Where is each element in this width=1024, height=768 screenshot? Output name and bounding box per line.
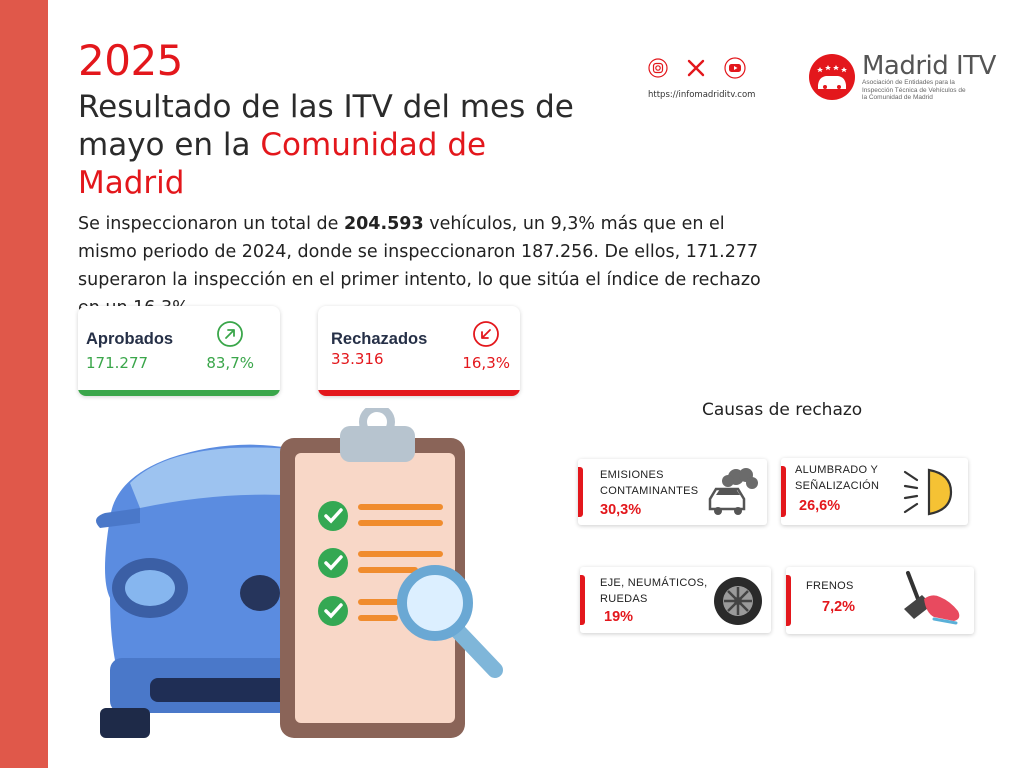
headlight-icon xyxy=(903,466,953,523)
cause-card-lighting: ALUMBRADO Y SEÑALIZACIÓN 26,6% xyxy=(781,458,968,525)
site-url-link[interactable]: https://infomadriditv.com xyxy=(648,90,756,100)
tire-icon xyxy=(712,575,764,632)
rejected-card: Rechazados 33.316 16,3% xyxy=(318,306,520,396)
page-headline: Resultado de las ITV del mes de mayo en … xyxy=(78,88,578,202)
approved-title: Aprobados xyxy=(86,330,174,348)
logo-text: Madrid ITV Asociación de Entidades para … xyxy=(862,53,996,102)
headline-highlight: Comunidad de Madrid xyxy=(78,127,487,201)
year-title: 2025 xyxy=(78,36,183,85)
clipboard-clip xyxy=(340,426,415,462)
intro-text-1: Se inspeccionaron un total de xyxy=(78,214,344,234)
arrow-up-right-icon xyxy=(216,320,244,353)
cause-label-line1: ALUMBRADO Y xyxy=(795,464,879,476)
headline-text: Resultado de las ITV del mes de mayo en … xyxy=(78,89,574,163)
youtube-icon[interactable] xyxy=(724,57,746,79)
cause-label: EJE, NEUMÁTICOS, RUEDAS xyxy=(600,575,707,607)
rejected-count: 33.316 xyxy=(331,350,384,368)
cause-label-line2: CONTAMINANTES xyxy=(600,485,699,497)
rejected-percent: 16,3% xyxy=(462,354,510,372)
cause-accent xyxy=(578,467,583,517)
car-body xyxy=(105,444,330,708)
side-accent-bar xyxy=(0,0,48,768)
car-smoke-icon xyxy=(706,465,762,524)
causes-title: Causas de rechazo xyxy=(702,400,863,420)
cause-label-line2: RUEDAS xyxy=(600,593,648,605)
cause-label: FRENOS xyxy=(806,578,854,594)
total-vehicles: 204.593 xyxy=(343,214,424,234)
cause-card-tires: EJE, NEUMÁTICOS, RUEDAS 19% xyxy=(580,567,771,633)
cause-label-line1: EJE, NEUMÁTICOS, xyxy=(600,577,708,589)
instagram-icon[interactable] xyxy=(648,58,668,78)
cause-card-emissions: EMISIONES CONTAMINANTES 30,3% xyxy=(578,459,767,525)
approved-percent: 83,7% xyxy=(206,354,254,372)
check-item-1 xyxy=(318,501,443,531)
cause-label-line1: FRENOS xyxy=(806,580,854,592)
cause-percent: 19% xyxy=(604,609,634,625)
cause-card-brakes: FRENOS 7,2% xyxy=(786,567,974,634)
cause-percent: 7,2% xyxy=(822,599,856,615)
arrow-down-left-icon xyxy=(472,320,500,353)
cause-label-line1: EMISIONES xyxy=(600,469,664,481)
logo-subtitle: Asociación de Entidades para la Inspecci… xyxy=(862,79,966,101)
cause-label-line2: SEÑALIZACIÓN xyxy=(795,480,880,492)
x-icon[interactable] xyxy=(686,58,706,78)
magnifier-icon xyxy=(397,565,503,678)
cause-accent xyxy=(786,575,791,626)
brake-pedal-icon xyxy=(900,569,962,634)
approved-count: 171.277 xyxy=(86,354,149,372)
check-item-3 xyxy=(318,596,408,626)
approved-card: Aprobados 171.277 83,7% xyxy=(78,306,280,396)
madrid-itv-logo: Madrid ITV Asociación de Entidades para … xyxy=(808,53,996,102)
cause-percent: 30,3% xyxy=(600,502,642,518)
logo-title: Madrid ITV xyxy=(862,51,996,81)
rejected-title: Rechazados xyxy=(331,330,428,348)
cause-accent xyxy=(781,466,786,517)
approved-bar xyxy=(78,390,280,396)
rejected-bar xyxy=(318,390,520,396)
check-item-2 xyxy=(318,548,443,578)
car-inspection-illustration xyxy=(96,408,503,738)
cause-percent: 26,6% xyxy=(799,498,841,514)
cause-accent xyxy=(580,575,585,625)
cause-label: EMISIONES CONTAMINANTES xyxy=(600,467,698,499)
logo-badge-icon xyxy=(809,54,855,101)
social-links xyxy=(648,57,746,79)
cause-label: ALUMBRADO Y SEÑALIZACIÓN xyxy=(795,462,879,494)
